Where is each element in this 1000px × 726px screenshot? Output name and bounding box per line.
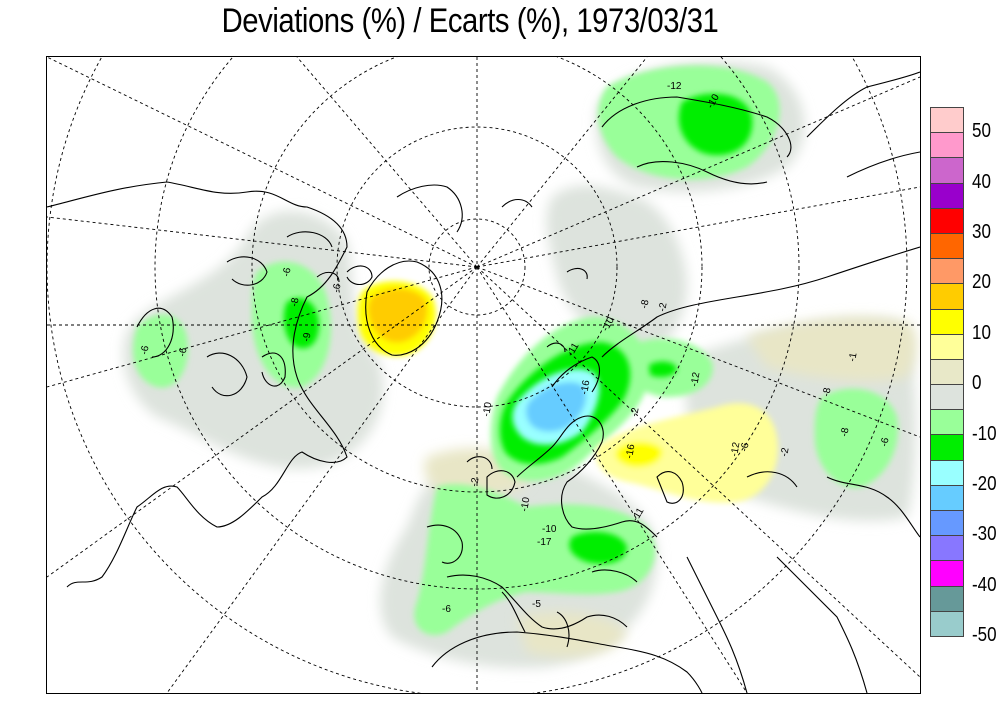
legend-swatch: [930, 385, 964, 411]
contour-label: -6: [331, 282, 343, 293]
legend-swatch: [930, 107, 964, 134]
legend-swatch: [930, 410, 964, 436]
contour-label: -12: [667, 81, 682, 92]
legend-swatch: [930, 561, 964, 587]
coastlines: [47, 71, 920, 693]
legend-label: -50: [972, 624, 997, 647]
field-patch: [615, 441, 663, 468]
contour-label: -6: [177, 346, 189, 357]
legend-swatch: [930, 233, 964, 260]
field-patch: [133, 314, 188, 388]
contour-label: -8: [821, 386, 833, 397]
legend-swatch: [930, 309, 964, 335]
contour-label: -5: [532, 599, 541, 610]
contour-label: -10: [542, 524, 557, 535]
field-patch: [649, 361, 677, 377]
contour-label: -9: [301, 331, 313, 342]
field-patch: [283, 298, 320, 349]
legend-label: -40: [972, 573, 997, 596]
legend-swatch: [930, 334, 964, 360]
field-patch: [368, 288, 428, 343]
coastline-greenland: [365, 260, 443, 356]
legend-label: -30: [972, 523, 997, 546]
legend-swatch: [930, 611, 964, 637]
contour-labels: -6 -6 -8 -9 -10 -11 -12 -10 -8 -16 -2 -2…: [139, 81, 891, 615]
contour-label: -2: [629, 406, 641, 417]
color-legend: [930, 107, 964, 637]
map-title: Deviations (%) / Ecarts (%), 1973/03/31: [221, 2, 719, 40]
contour-label: -6: [442, 604, 451, 615]
field-patch: [546, 185, 687, 358]
legend-swatch: [930, 586, 964, 612]
field-patch: [414, 484, 656, 636]
contour-label: -2: [657, 301, 669, 312]
field-patch: [814, 388, 898, 488]
contour-label: -6: [139, 344, 151, 355]
legend-swatch: [930, 284, 964, 310]
legend-label: 20: [972, 271, 991, 294]
contour-label: -17: [537, 537, 552, 548]
legend-label: 30: [972, 221, 991, 243]
legend-swatch: [930, 259, 964, 285]
legend-label: 10: [972, 321, 991, 344]
legend-swatch: [930, 133, 964, 159]
field-patch: [517, 612, 627, 657]
graticule: [47, 57, 920, 693]
contour-label: -16: [624, 443, 637, 460]
legend-swatch: [930, 511, 964, 537]
legend-swatch: [930, 158, 964, 184]
legend-swatch: [930, 183, 964, 209]
legend-label: -20: [972, 473, 997, 495]
coastline-africa: [431, 631, 703, 693]
map-panel: -6 -6 -8 -9 -10 -11 -12 -10 -8 -16 -2 -2…: [46, 56, 921, 694]
legend-swatch: [930, 208, 964, 234]
legend-label: 0: [972, 372, 982, 395]
contour-label: -6: [739, 441, 751, 452]
anomaly-field-layer: [123, 61, 917, 668]
legend-label: 50: [972, 120, 991, 143]
legend-swatch: [930, 359, 964, 386]
contour-label: -12: [689, 371, 702, 388]
contour-label: -2: [469, 476, 481, 487]
contour-label: -1: [847, 351, 859, 362]
coastline-north-america: [47, 181, 348, 588]
legend-swatch: [930, 536, 964, 562]
contour-label: -2: [779, 446, 791, 457]
field-patch: [596, 403, 778, 503]
legend-swatch: [930, 435, 964, 461]
legend-label: 40: [972, 170, 991, 193]
contour-label: -8: [839, 426, 851, 437]
contour-label: -12: [729, 441, 742, 458]
coastline-europe: [516, 415, 658, 538]
contour-label: -8: [639, 298, 651, 309]
legend-label: -10: [972, 422, 997, 445]
field-patch: [526, 382, 587, 432]
map-svg: -6 -6 -8 -9 -10 -11 -12 -10 -8 -16 -2 -2…: [47, 57, 920, 693]
legend-swatch: [930, 485, 964, 511]
field-patch: [569, 531, 627, 564]
contour-label: -8: [289, 296, 301, 307]
contour-label: -6: [281, 266, 293, 277]
field-patch: [747, 317, 917, 382]
contour-label: -10: [519, 496, 532, 513]
field-patch: [678, 93, 753, 156]
contour-label: -16: [579, 379, 592, 396]
contour-label: -6: [879, 436, 891, 447]
legend-swatch: [930, 460, 964, 486]
coastline-asia: [601, 246, 920, 358]
contour-label: -10: [481, 401, 494, 418]
